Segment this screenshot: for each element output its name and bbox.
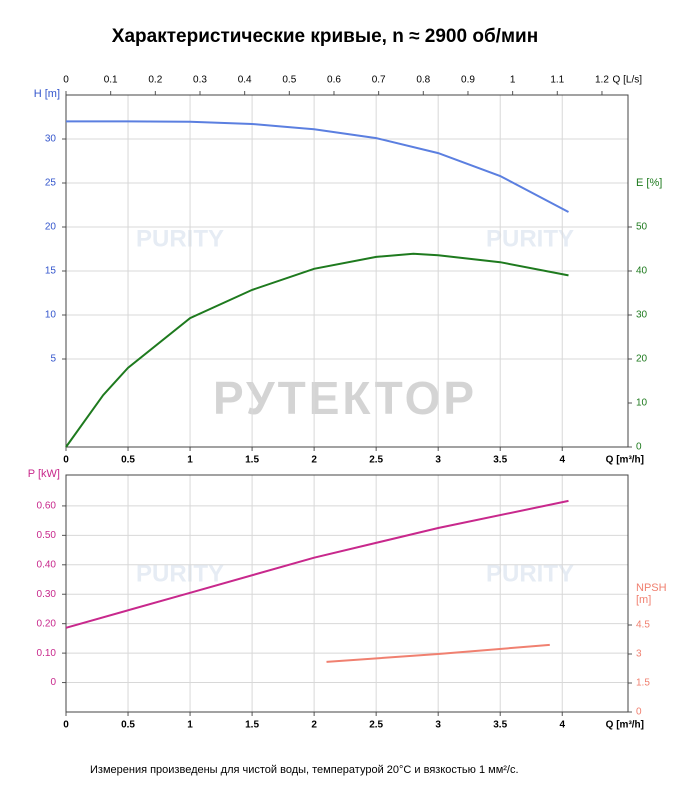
curve [66,120,569,213]
y2-tick-label: 40 [636,266,648,277]
x-tick-label: 4 [559,455,565,466]
x2-tick-label: 0.1 [104,75,118,86]
x2-tick-label: 0 [63,75,69,86]
y-tick-label: 0.20 [37,618,57,629]
x2-tick-label: 0.6 [327,75,341,86]
x-tick-label: 1 [187,720,193,731]
x-tick-label: 2.5 [369,720,383,731]
x-tick-label: 2 [311,455,317,466]
watermark-logo: PURITY [136,225,224,252]
x-tick-label: 0 [63,455,69,466]
y-tick-label: 0.40 [37,559,57,570]
y2-tick-label: 30 [636,310,648,321]
y-axis-label: H [m] [34,88,60,100]
watermark-logo: PURITY [486,225,574,252]
x-tick-label: 0.5 [121,455,135,466]
curve [65,499,569,629]
y2-axis-label: E [%] [636,177,662,189]
x-tick-label: 3.5 [493,720,507,731]
x-tick-label: 1.5 [245,455,259,466]
y-tick-label: 30 [45,134,57,145]
x-tick-label: 4 [559,720,565,731]
x2-tick-label: 0.7 [372,75,386,86]
y-tick-label: 0.30 [37,589,57,600]
plot-frame [65,474,629,713]
y-tick-label: 0 [50,677,56,688]
x2-tick-label: 0.5 [282,75,296,86]
x2-tick-label: 0.3 [193,75,207,86]
y-axis-label: P [kW] [28,468,60,480]
x2-tick-label: 0.2 [148,75,162,86]
x2-tick-label: 0.9 [461,75,475,86]
x-tick-label: 3 [435,455,441,466]
y-tick-label: 15 [45,266,57,277]
chart-title: Характеристические кривые, n ≈ 2900 об/м… [112,26,538,47]
y-tick-label: 10 [45,310,57,321]
x-tick-label: 1.5 [245,720,259,731]
x-tick-label: 1 [187,455,193,466]
y2-tick-label: 20 [636,354,648,365]
x-tick-label: 0.5 [121,720,135,731]
x-tick-label: 3 [435,720,441,731]
curve [326,643,550,663]
x-tick-label: 3.5 [493,455,507,466]
y2-axis-label: NPSH [636,582,667,594]
x-tick-label: 2 [311,720,317,731]
y-tick-label: 0.10 [37,648,57,659]
x2-tick-label: 0.8 [416,75,430,86]
y2-tick-label: 0 [636,707,642,718]
x-axis-label: Q [m³/h] [606,720,644,731]
x2-tick-label: 1 [510,75,516,86]
x-axis-label: Q [m³/h] [606,455,644,466]
y-tick-label: 20 [45,222,57,233]
x2-tick-label: 1.1 [550,75,564,86]
x-tick-label: 2.5 [369,455,383,466]
y2-tick-label: 0 [636,442,642,453]
x2-tick-label: 1.2 [595,75,609,86]
y2-tick-label: 50 [636,222,648,233]
x2-axis-label: Q [L/s] [613,75,643,86]
x-tick-label: 0 [63,720,69,731]
y-tick-label: 0.60 [37,501,57,512]
plot-frame [65,94,629,448]
footnote: Измерения произведены для чистой воды, т… [90,764,519,776]
y-tick-label: 5 [50,354,56,365]
y2-tick-label: 3 [636,649,642,660]
y2-axis-label: [m] [636,594,651,606]
curve [65,252,569,448]
y-tick-label: 25 [45,178,57,189]
x2-tick-label: 0.4 [238,75,252,86]
y2-tick-label: 10 [636,398,648,409]
y2-tick-label: 4.5 [636,620,650,631]
y2-tick-label: 1.5 [636,678,650,689]
watermark: РУТЕКТОР [213,372,477,424]
y-tick-label: 0.50 [37,530,57,541]
